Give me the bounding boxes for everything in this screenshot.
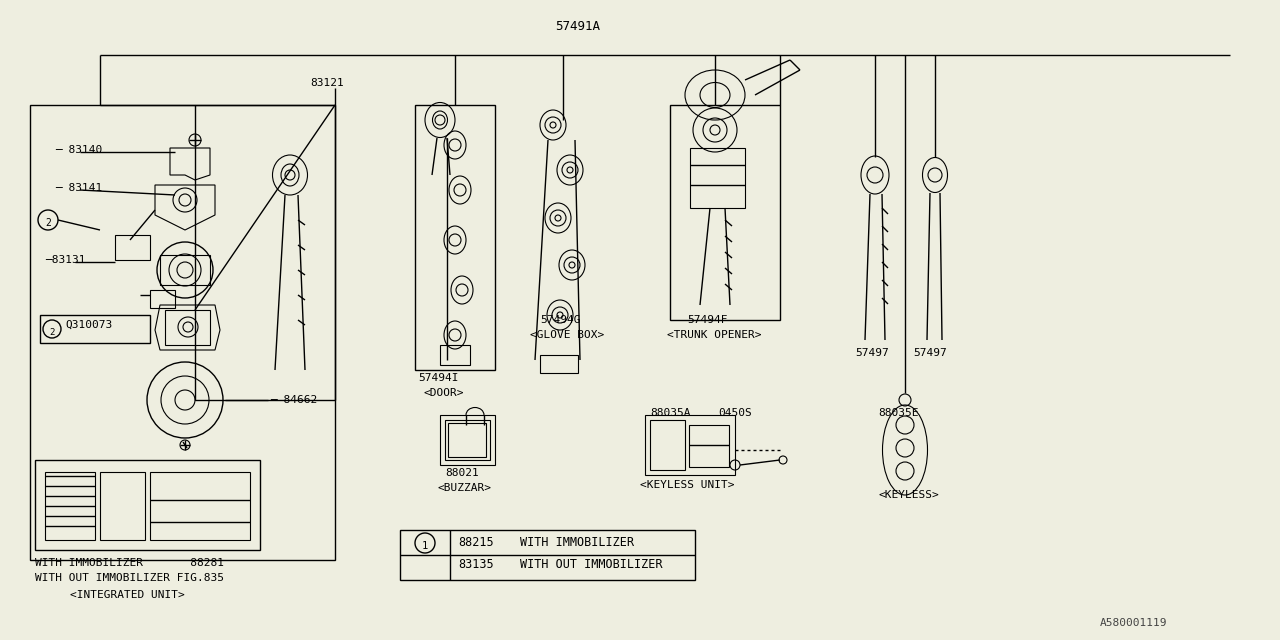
Bar <box>690 148 745 208</box>
Bar <box>165 310 210 345</box>
Bar <box>115 235 150 260</box>
Bar <box>645 415 735 475</box>
Text: WITH IMMOBILIZER: WITH IMMOBILIZER <box>520 536 634 549</box>
Text: WITH OUT IMMOBILIZER: WITH OUT IMMOBILIZER <box>520 558 663 571</box>
Text: 57494I: 57494I <box>419 373 458 383</box>
Text: 88035A: 88035A <box>650 408 690 418</box>
Bar <box>35 460 260 550</box>
Bar <box>669 105 780 320</box>
Text: <DOOR>: <DOOR> <box>422 388 463 398</box>
Bar <box>415 105 495 370</box>
Text: 88035E: 88035E <box>878 408 919 418</box>
Text: <INTEGRATED UNIT>: <INTEGRATED UNIT> <box>70 590 184 600</box>
Bar <box>440 345 470 365</box>
Text: ─ 83141: ─ 83141 <box>55 183 102 193</box>
Bar <box>150 472 250 540</box>
Bar <box>650 420 685 470</box>
Bar <box>448 423 486 457</box>
Bar <box>150 290 175 308</box>
Text: 1: 1 <box>422 541 428 551</box>
Text: <GLOVE BOX>: <GLOVE BOX> <box>530 330 604 340</box>
Text: 83135: 83135 <box>458 558 494 571</box>
Text: 57494G: 57494G <box>540 315 581 325</box>
Text: ─ 84662: ─ 84662 <box>270 395 317 405</box>
Text: 57497: 57497 <box>855 348 888 358</box>
Text: 57497: 57497 <box>913 348 947 358</box>
Text: <KEYLESS>: <KEYLESS> <box>878 490 938 500</box>
Text: A580001119: A580001119 <box>1100 618 1167 628</box>
Bar <box>401 530 695 580</box>
Bar <box>540 355 579 373</box>
Text: 88215: 88215 <box>458 536 494 549</box>
Bar <box>45 472 95 540</box>
Text: WITH OUT IMMOBILIZER FIG.835: WITH OUT IMMOBILIZER FIG.835 <box>35 573 224 583</box>
Bar <box>440 415 495 465</box>
Bar <box>40 315 150 343</box>
Text: 2: 2 <box>45 218 51 228</box>
Text: Q310073: Q310073 <box>65 320 113 330</box>
Text: WITH IMMOBILIZER       88281: WITH IMMOBILIZER 88281 <box>35 558 224 568</box>
Text: ─ 83140: ─ 83140 <box>55 145 102 155</box>
Text: 83121: 83121 <box>310 78 344 88</box>
Text: <BUZZAR>: <BUZZAR> <box>436 483 492 493</box>
Bar <box>160 255 210 285</box>
Bar <box>29 105 335 560</box>
Text: <KEYLESS UNIT>: <KEYLESS UNIT> <box>640 480 735 490</box>
Text: 0450S: 0450S <box>718 408 751 418</box>
Text: 88021: 88021 <box>445 468 479 478</box>
Text: 57491A: 57491A <box>556 20 600 33</box>
Bar <box>195 105 335 400</box>
Text: ─83131: ─83131 <box>45 255 86 265</box>
Bar <box>445 420 490 460</box>
Text: 2: 2 <box>50 328 55 337</box>
Bar <box>689 425 730 467</box>
Text: 57494F: 57494F <box>687 315 727 325</box>
Text: <TRUNK OPENER>: <TRUNK OPENER> <box>667 330 762 340</box>
Bar <box>100 472 145 540</box>
